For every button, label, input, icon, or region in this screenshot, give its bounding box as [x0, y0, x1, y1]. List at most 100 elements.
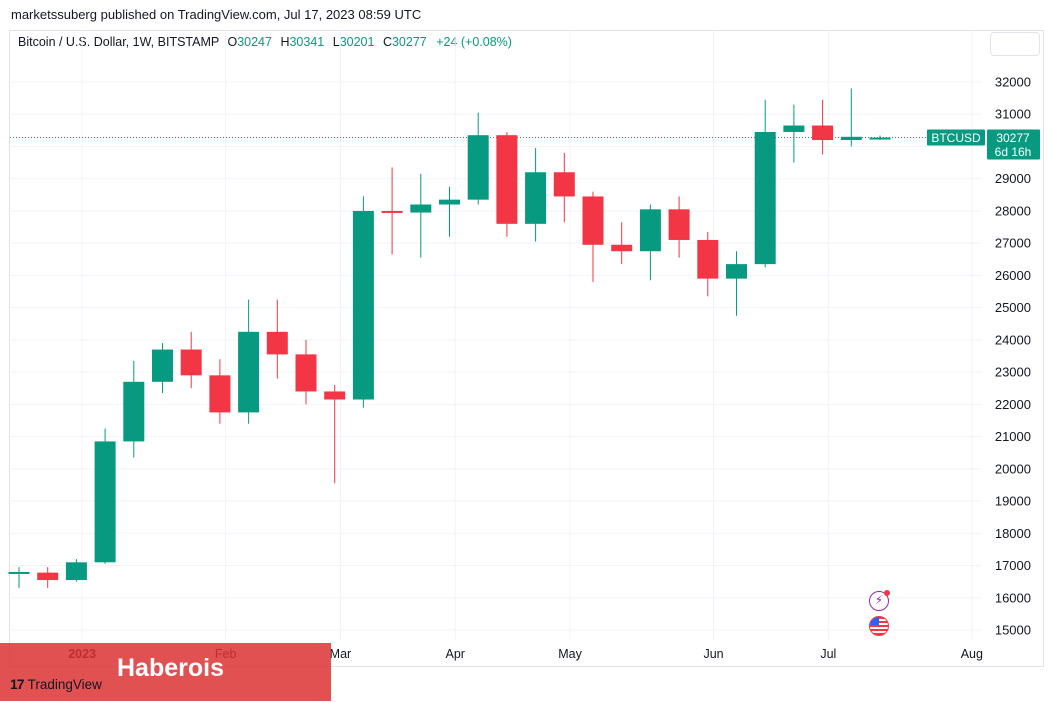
x-tick-label: Aug: [961, 647, 983, 661]
candle[interactable]: [754, 99, 776, 268]
candle-body: [754, 131, 776, 265]
candle-body: [180, 349, 202, 376]
candle[interactable]: [37, 567, 59, 589]
candles-layer: [8, 88, 891, 589]
tradingview-logo-text: TradingView: [27, 676, 102, 692]
candle-body: [94, 441, 116, 563]
candle-body: [238, 331, 260, 413]
candle[interactable]: [238, 299, 260, 424]
y-tick-label: 21000: [995, 429, 1031, 444]
candle-body: [410, 204, 432, 213]
close-value: 30277: [391, 35, 427, 49]
candle-body: [639, 209, 661, 252]
x-tick-label: Apr: [446, 647, 465, 661]
symbol-title[interactable]: Bitcoin / U.S. Dollar, 1W, BITSTAMP: [18, 35, 219, 49]
candle[interactable]: [410, 173, 432, 258]
candle-body: [611, 244, 633, 252]
candle-body: [783, 125, 805, 132]
high-value: 30341: [289, 35, 325, 49]
price-tag-countdown: 6d 16h: [995, 145, 1032, 159]
candle[interactable]: [697, 231, 719, 297]
candle[interactable]: [439, 186, 460, 237]
open-label: O: [227, 35, 238, 49]
y-tick-label: 17000: [995, 558, 1031, 573]
candle[interactable]: [180, 331, 202, 389]
candle[interactable]: [496, 131, 518, 237]
candle[interactable]: [668, 196, 690, 258]
candle[interactable]: [467, 112, 489, 205]
tradingview-logo[interactable]: 17 TradingView: [10, 676, 102, 692]
candle-body: [37, 572, 59, 581]
y-tick-label: 26000: [995, 268, 1031, 283]
high-label: H: [280, 35, 290, 49]
open-value: 30247: [237, 35, 272, 49]
candle[interactable]: [65, 559, 87, 582]
notification-dot: [884, 590, 890, 596]
lightning-icon[interactable]: ⚡: [869, 590, 890, 611]
us-flag-icon[interactable]: [869, 616, 889, 636]
candle[interactable]: [553, 152, 575, 223]
candle[interactable]: [266, 299, 288, 379]
candle[interactable]: [726, 251, 747, 316]
candle[interactable]: [582, 191, 604, 282]
candle-body: [467, 135, 489, 200]
candle-body: [65, 562, 87, 581]
candle-body: [381, 210, 403, 213]
candle-body: [525, 172, 547, 224]
chart-frame: [9, 30, 1044, 667]
candle-body: [869, 137, 891, 140]
y-tick-label: 31000: [995, 107, 1031, 122]
candle[interactable]: [611, 222, 633, 265]
grid-layer: [10, 31, 982, 641]
y-tick-label: 15000: [995, 623, 1031, 638]
candle[interactable]: [525, 148, 547, 242]
y-tick-label: 23000: [995, 365, 1031, 380]
candle-body: [726, 264, 747, 279]
candle-body: [668, 209, 690, 240]
price-tag-price: 30277: [996, 131, 1030, 145]
candle[interactable]: [840, 88, 862, 147]
y-tick-label: 24000: [995, 332, 1031, 347]
y-tick-label: 32000: [995, 75, 1031, 90]
candle-body: [439, 199, 460, 205]
candle[interactable]: [295, 339, 317, 405]
y-tick-label: 19000: [995, 494, 1031, 509]
candle[interactable]: [783, 104, 805, 163]
y-tick-label: 28000: [995, 203, 1031, 218]
top-right-control[interactable]: [990, 32, 1040, 56]
candle[interactable]: [352, 196, 374, 408]
candle-body: [697, 239, 719, 279]
candle-body: [266, 331, 288, 355]
candle-body: [840, 136, 862, 141]
candle-body: [209, 375, 231, 413]
low-label: L: [332, 35, 340, 49]
candle[interactable]: [324, 385, 346, 484]
candle[interactable]: [209, 359, 231, 424]
candle-body: [123, 381, 145, 442]
candle[interactable]: [381, 167, 403, 255]
candle-body: [496, 135, 518, 224]
y-tick-label: 25000: [995, 300, 1031, 315]
y-tick-label: 27000: [995, 236, 1031, 251]
price-tag-price-bg: [987, 129, 1040, 160]
candle[interactable]: [94, 428, 116, 564]
candle-body: [152, 349, 173, 382]
price-tag[interactable]: BTCUSD 30277 6d 16h: [927, 129, 1040, 160]
price-tag-symbol-bg: [927, 129, 985, 146]
candle[interactable]: [869, 135, 891, 140]
flag-canton: [870, 617, 879, 625]
publisher-line: marketssuberg published on TradingView.c…: [11, 7, 422, 22]
y-tick-label: 20000: [995, 461, 1031, 476]
price-tag-symbol: BTCUSD: [931, 131, 981, 145]
candle[interactable]: [123, 360, 145, 458]
x-tick-label: Jul: [820, 647, 836, 661]
candle-body: [812, 125, 834, 141]
candle[interactable]: [639, 204, 661, 281]
candle-body: [582, 196, 604, 245]
y-tick-label: 16000: [995, 590, 1031, 605]
candle[interactable]: [812, 99, 834, 155]
candle[interactable]: [8, 567, 30, 589]
candle[interactable]: [152, 343, 173, 394]
candle-body: [553, 172, 575, 197]
